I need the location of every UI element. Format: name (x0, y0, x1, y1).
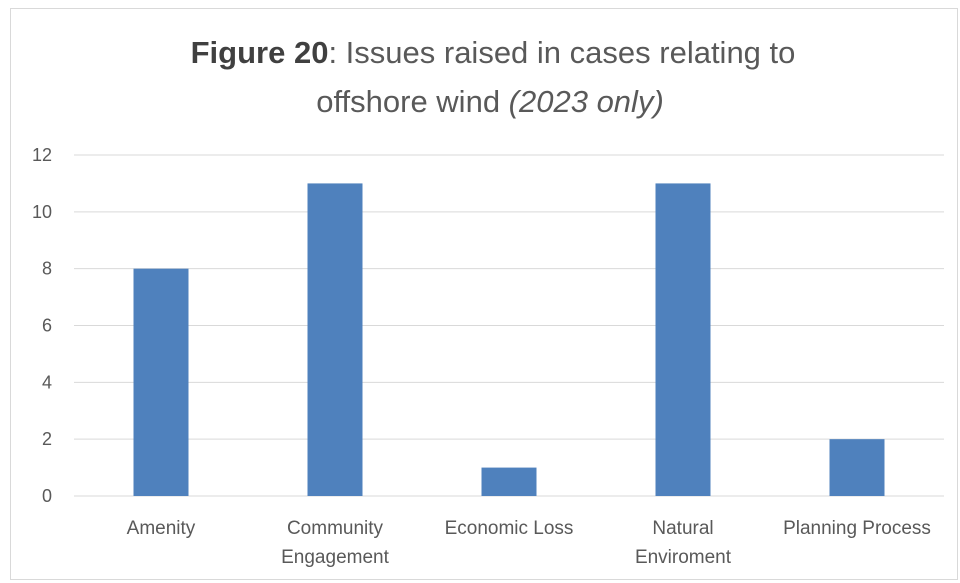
y-tick-label-4: 4 (42, 372, 52, 392)
bar-2 (481, 467, 537, 496)
x-axis: Amenity Community Engagement Economic Loss N… (127, 518, 931, 568)
y-tick-label-12: 12 (32, 145, 52, 165)
gridlines (74, 154, 944, 497)
chart-title-line2: offshore wind (2023 only) (316, 84, 664, 119)
y-tick-label-6: 6 (42, 316, 52, 336)
y-tick-label-2: 2 (42, 429, 52, 449)
x-category-label-0: Amenity (127, 518, 196, 539)
chart-title-rest: : Issues raised in cases relating to (328, 35, 795, 70)
x-category-label-4: Planning Process (783, 518, 931, 539)
bar-3 (655, 183, 711, 496)
bar-1 (307, 183, 363, 496)
y-tick-label-0: 0 (42, 486, 52, 506)
y-tick-label-10: 10 (32, 202, 52, 222)
chart-title-italic: (2023 only) (509, 84, 664, 119)
chart-title-bold: Figure 20 (191, 35, 329, 70)
bar-4 (829, 439, 885, 496)
y-axis: 0 2 4 6 8 10 12 (32, 145, 52, 506)
chart-title-line1: Figure 20: Issues raised in cases relati… (191, 35, 796, 70)
bar-0 (133, 268, 189, 496)
chart-title-line2-text: offshore wind (316, 84, 508, 119)
y-tick-label-8: 8 (42, 259, 52, 279)
x-category-label-3: Natural Enviroment (635, 518, 732, 568)
x-category-label-2: Economic Loss (445, 518, 574, 539)
x-category-label-1: Community Engagement (281, 518, 389, 568)
bars (133, 183, 885, 496)
